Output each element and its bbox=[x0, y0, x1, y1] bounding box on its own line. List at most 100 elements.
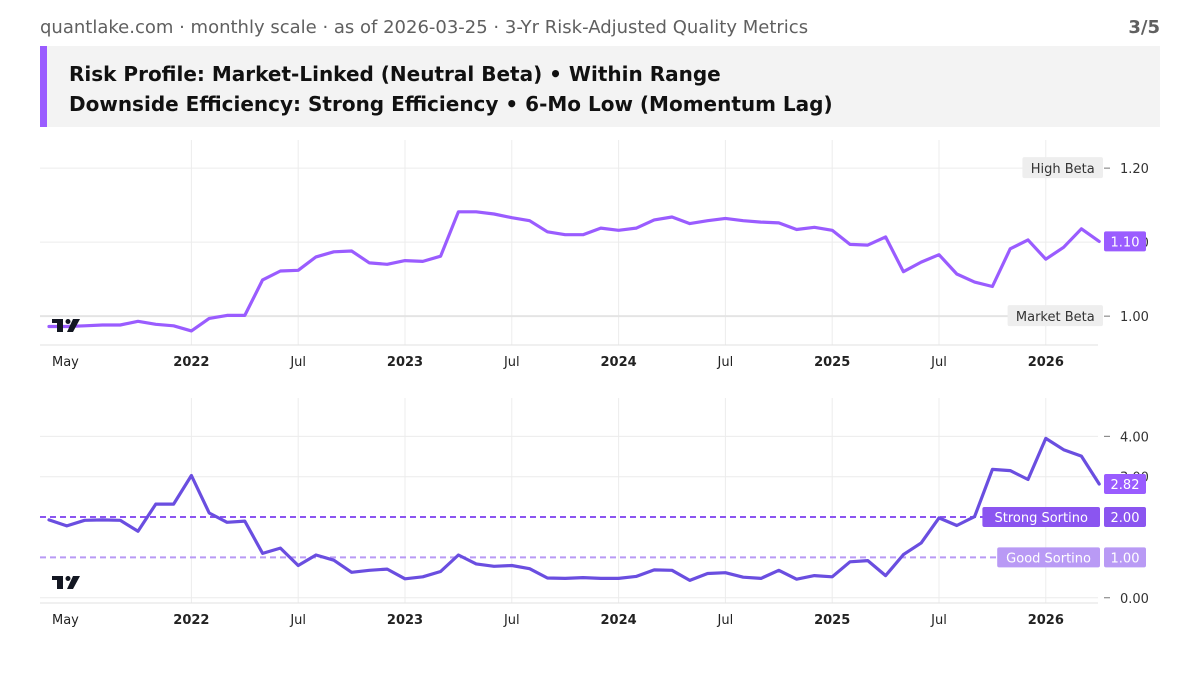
data-point bbox=[991, 468, 993, 470]
data-point bbox=[66, 325, 68, 327]
data-point bbox=[956, 524, 958, 526]
reference-value-bg bbox=[1104, 547, 1146, 568]
data-point bbox=[920, 542, 922, 544]
downside-efficiency-line: Downside Efficiency: Strong Efficiency •… bbox=[69, 92, 833, 116]
data-point bbox=[137, 530, 139, 532]
x-tick-label: Jul bbox=[289, 613, 306, 628]
data-point bbox=[528, 219, 530, 221]
top-bar: quantlake.com · monthly scale · as of 20… bbox=[40, 17, 1160, 43]
data-point bbox=[475, 563, 477, 565]
data-point bbox=[724, 572, 726, 574]
last-value-label: 1.10 bbox=[1111, 235, 1140, 250]
data-point bbox=[973, 515, 975, 517]
data-point bbox=[439, 255, 441, 257]
data-point bbox=[493, 213, 495, 215]
reference-value-label: 2.00 bbox=[1111, 511, 1140, 526]
data-point bbox=[1009, 469, 1011, 471]
data-point bbox=[689, 579, 691, 581]
x-tick-label: 2026 bbox=[1028, 613, 1064, 628]
data-point bbox=[279, 547, 281, 549]
reference-label: High Beta bbox=[1031, 162, 1095, 177]
data-point bbox=[653, 569, 655, 571]
data-point bbox=[226, 521, 228, 523]
risk-profile-line: Risk Profile: Market-Linked (Neutral Bet… bbox=[69, 62, 721, 86]
data-point bbox=[386, 263, 388, 265]
data-point bbox=[653, 219, 655, 221]
data-point bbox=[1045, 437, 1047, 439]
data-point bbox=[1062, 448, 1064, 450]
data-point bbox=[760, 221, 762, 223]
data-point bbox=[902, 553, 904, 555]
data-point bbox=[920, 261, 922, 263]
data-point bbox=[867, 244, 869, 246]
data-point bbox=[48, 519, 50, 521]
data-point bbox=[333, 251, 335, 253]
data-point bbox=[1045, 258, 1047, 260]
data-point bbox=[261, 552, 263, 554]
data-point bbox=[350, 250, 352, 252]
data-point bbox=[119, 519, 121, 521]
data-point bbox=[938, 517, 940, 519]
data-point bbox=[849, 561, 851, 563]
x-tick-label: 2026 bbox=[1028, 355, 1064, 370]
data-point bbox=[582, 234, 584, 236]
x-tick-label: 2025 bbox=[814, 613, 850, 628]
data-point bbox=[368, 262, 370, 264]
data-point bbox=[795, 228, 797, 230]
x-tick-label: Jul bbox=[930, 613, 947, 628]
data-point bbox=[617, 577, 619, 579]
last-value-badge bbox=[1104, 473, 1146, 494]
page-indicator[interactable]: 3/5 bbox=[1128, 17, 1160, 38]
data-point bbox=[1062, 246, 1064, 248]
x-tick-label: Jul bbox=[717, 355, 734, 370]
x-tick-label: Jul bbox=[289, 355, 306, 370]
data-point bbox=[315, 554, 317, 556]
data-point bbox=[1098, 483, 1100, 485]
last-value-label: 2.82 bbox=[1111, 478, 1140, 493]
data-point bbox=[867, 559, 869, 561]
reference-value-label: 1.00 bbox=[1111, 551, 1140, 566]
sortino-chart[interactable]: May2022Jul2023Jul2024Jul2025Jul20264.003… bbox=[0, 398, 1200, 633]
data-point bbox=[155, 323, 157, 325]
data-point bbox=[689, 222, 691, 224]
data-point bbox=[297, 269, 299, 271]
x-tick-label: 2024 bbox=[601, 355, 637, 370]
data-point bbox=[813, 226, 815, 228]
summary-banner: Risk Profile: Market-Linked (Neutral Bet… bbox=[40, 46, 1160, 127]
data-point bbox=[368, 569, 370, 571]
data-point bbox=[528, 567, 530, 569]
beta-chart[interactable]: May 2022 Jul 2023 Jul 2024 Jul 2025 Jul 2026 1.20 1… bbox=[0, 140, 1200, 375]
x-tick-label: 2025 bbox=[814, 355, 850, 370]
data-point bbox=[564, 577, 566, 579]
data-point bbox=[635, 575, 637, 577]
data-point bbox=[564, 234, 566, 236]
y-tick-label: 1.20 bbox=[1120, 162, 1149, 177]
data-point bbox=[742, 219, 744, 221]
data-point bbox=[884, 236, 886, 238]
data-point bbox=[208, 512, 210, 514]
data-point bbox=[493, 565, 495, 567]
data-point bbox=[457, 211, 459, 213]
data-point bbox=[902, 271, 904, 273]
data-point bbox=[208, 317, 210, 319]
data-point bbox=[261, 279, 263, 281]
data-point bbox=[511, 564, 513, 566]
data-point bbox=[813, 574, 815, 576]
data-point bbox=[475, 211, 477, 213]
data-point bbox=[795, 578, 797, 580]
data-point bbox=[1098, 240, 1100, 242]
data-point bbox=[600, 577, 602, 579]
data-point bbox=[422, 260, 424, 262]
data-point bbox=[956, 273, 958, 275]
x-tick-label: Jul bbox=[930, 355, 947, 370]
source-meta: quantlake.com · monthly scale · as of 20… bbox=[40, 17, 809, 38]
x-tick-label: 2023 bbox=[387, 613, 423, 628]
data-point bbox=[101, 324, 103, 326]
data-point bbox=[546, 231, 548, 233]
x-tick-label: May bbox=[52, 613, 79, 628]
data-point bbox=[1080, 228, 1082, 230]
data-point bbox=[742, 576, 744, 578]
data-point bbox=[884, 574, 886, 576]
x-tick-label: Jul bbox=[503, 613, 520, 628]
x-tick-label: 2022 bbox=[173, 613, 209, 628]
